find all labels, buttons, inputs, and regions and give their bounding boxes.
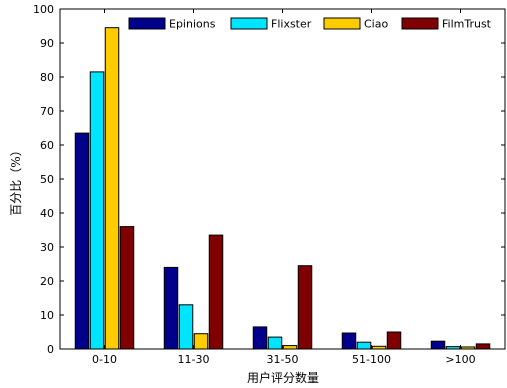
bar-flixster-3: [356, 341, 372, 350]
y-axis-ticks: 0 10 20 30 40 50 60 70 80 90 100: [33, 3, 505, 356]
legend-label-filmtrust: FilmTrust: [442, 18, 492, 31]
y-tick-label: 80: [40, 71, 54, 84]
bar-ciao-1: [193, 333, 209, 350]
legend-swatch-ciao: [323, 17, 361, 30]
bars-layer: [74, 27, 491, 350]
y-tick-label: 90: [40, 37, 54, 50]
bar-epinions-0: [74, 132, 90, 350]
bar-filmtrust-1: [208, 234, 224, 350]
x-axis-ticks: 0-10 11-30 31-50 51-100 >100: [92, 9, 476, 366]
y-tick-label: 50: [40, 173, 54, 186]
legend: Epinions Flixster Ciao FilmTrust: [128, 17, 492, 31]
bar-filmtrust-4: [475, 343, 491, 350]
legend-swatch-filmtrust: [401, 17, 439, 30]
legend-swatch-flixster: [230, 17, 268, 30]
y-tick-label: 20: [40, 275, 54, 288]
bar-filmtrust-3: [386, 331, 402, 350]
y-tick-label: 70: [40, 105, 54, 118]
bar-filmtrust-0: [119, 226, 135, 350]
legend-label-flixster: Flixster: [271, 18, 312, 31]
x-tick-label: >100: [445, 353, 475, 366]
x-tick-label: 0-10: [92, 353, 117, 366]
bar-flixster-0: [89, 71, 105, 350]
bar-filmtrust-2: [297, 265, 313, 350]
y-tick-label: 30: [40, 241, 54, 254]
bar-flixster-1: [178, 304, 194, 350]
bar-ciao-4: [460, 346, 476, 350]
x-axis-label: 用户评分数量: [247, 370, 319, 385]
x-tick-label: 11-30: [178, 353, 210, 366]
bar-ciao-0: [104, 27, 120, 350]
legend-label-ciao: Ciao: [364, 18, 388, 31]
bar-epinions-3: [341, 332, 357, 350]
x-tick-label: 51-100: [352, 353, 391, 366]
bar-flixster-4: [445, 346, 461, 350]
legend-swatch-epinions: [128, 17, 166, 30]
bar-epinions-4: [430, 340, 446, 350]
bar-ciao-3: [371, 345, 387, 350]
y-tick-label: 60: [40, 139, 54, 152]
legend-label-epinions: Epinions: [169, 18, 216, 31]
y-tick-label: 0: [47, 343, 54, 356]
y-tick-label: 100: [33, 3, 54, 16]
y-tick-label: 10: [40, 309, 54, 322]
x-tick-label: 31-50: [267, 353, 299, 366]
bar-epinions-1: [163, 266, 179, 350]
bar-epinions-2: [252, 326, 268, 350]
bar-ciao-2: [282, 345, 298, 350]
y-axis-label: 百分比（%）: [9, 144, 23, 215]
bar-flixster-2: [267, 336, 283, 350]
y-tick-label: 40: [40, 207, 54, 220]
